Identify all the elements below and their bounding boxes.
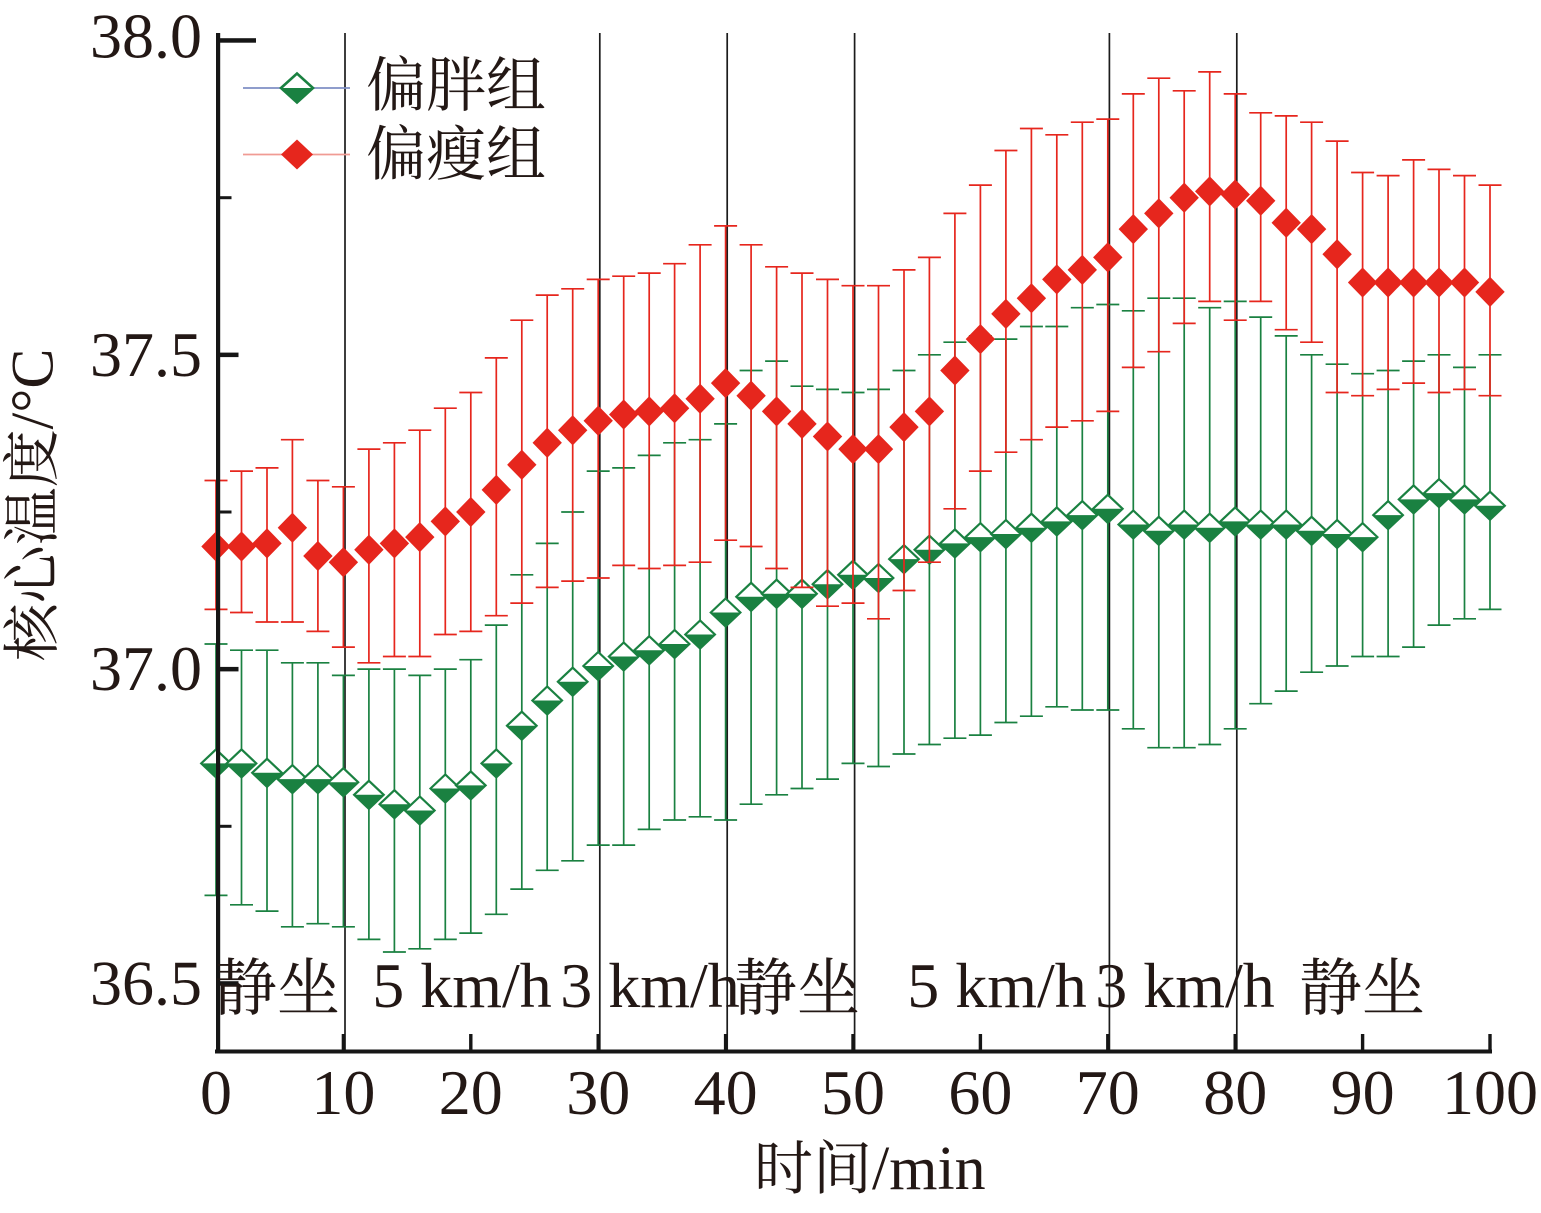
svg-text:37.0: 37.0 <box>90 633 202 704</box>
svg-text:0: 0 <box>200 1057 232 1128</box>
svg-text:5 km/h: 5 km/h <box>372 950 552 1021</box>
svg-text:3 km/h: 3 km/h <box>560 950 740 1021</box>
svg-text:36.5: 36.5 <box>90 947 202 1018</box>
svg-text:/min: /min <box>872 1135 986 1203</box>
svg-text:/°C: /°C <box>0 349 65 430</box>
svg-text:90: 90 <box>1331 1057 1395 1128</box>
svg-text:3 km/h: 3 km/h <box>1095 950 1275 1021</box>
svg-text:10: 10 <box>311 1057 375 1128</box>
svg-text:50: 50 <box>821 1057 885 1128</box>
svg-text:60: 60 <box>948 1057 1012 1128</box>
svg-text:80: 80 <box>1203 1057 1267 1128</box>
svg-text:20: 20 <box>439 1057 503 1128</box>
svg-text:70: 70 <box>1076 1057 1140 1128</box>
svg-text:30: 30 <box>566 1057 630 1128</box>
svg-text:100: 100 <box>1442 1057 1538 1128</box>
svg-text:37.5: 37.5 <box>90 319 202 390</box>
svg-text:40: 40 <box>694 1057 758 1128</box>
svg-text:38.0: 38.0 <box>90 1 202 72</box>
svg-text:5 km/h: 5 km/h <box>907 950 1087 1021</box>
